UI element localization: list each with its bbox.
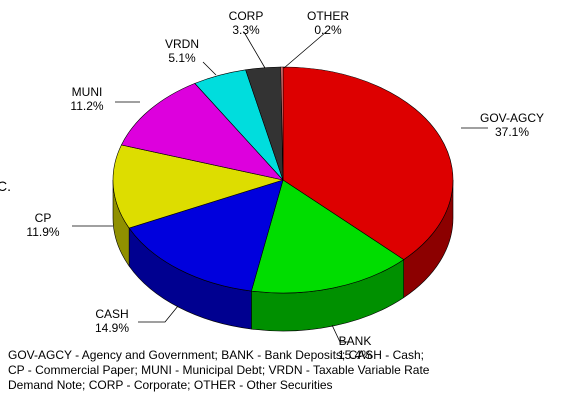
cropped-text-fragment: C.: [0, 178, 11, 194]
pie-slice-cp: [112, 144, 285, 229]
slice-label-vrdn: VRDN: [165, 37, 199, 51]
slice-label-cp: CP: [35, 211, 52, 225]
footnote-line-2: CP - Commercial Paper; MUNI - Municipal …: [8, 363, 430, 377]
leader-line-bank: [331, 324, 350, 343]
slice-value-muni: 11.2%: [70, 99, 103, 113]
slice-value-cp: 11.9%: [26, 225, 59, 239]
legend-footnote: GOV-AGCY - Agency and Government; BANK -…: [8, 348, 563, 393]
pie-slice-muni: [120, 83, 284, 181]
slice-label-muni: MUNI: [72, 85, 103, 99]
slice-label-gov-agcy: GOV-AGCY: [480, 111, 544, 125]
slice-value-vrdn: 5.1%: [168, 51, 196, 65]
slice-label-corp: CORP: [229, 9, 264, 23]
slice-value-gov-agcy: 37.1%: [495, 125, 529, 139]
slice-value-bank: 15.4%: [338, 348, 372, 362]
leader-line-vrdn: [202, 61, 217, 76]
pie-slice-cash: [128, 179, 284, 292]
pie-slice-gov-agcy: [282, 66, 454, 260]
leader-line-cash: [138, 305, 179, 323]
slice-value-cash: 14.9%: [95, 321, 129, 335]
pie-slice-bank: [251, 179, 405, 294]
slice-value-other: 0.2%: [314, 23, 342, 37]
slice-label-cash: CASH: [95, 307, 128, 321]
footnote-line-3: Demand Note; CORP - Corporate; OTHER - O…: [8, 378, 333, 392]
leader-line-other: [283, 31, 327, 69]
leader-line-corp: [243, 31, 266, 69]
slice-label-other: OTHER: [307, 9, 349, 23]
slice-value-corp: 3.3%: [232, 23, 260, 37]
pie-slice-other: [280, 66, 284, 181]
slice-label-bank: BANK: [339, 334, 372, 348]
footnote-line-1: GOV-AGCY - Agency and Government; BANK -…: [8, 348, 424, 362]
